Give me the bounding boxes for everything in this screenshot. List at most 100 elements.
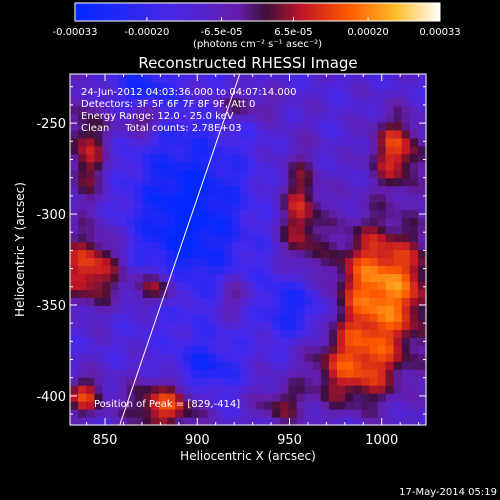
heatmap-cell <box>102 193 112 203</box>
heatmap-cell <box>320 121 330 131</box>
colorbar-frame <box>74 2 441 22</box>
heatmap-cell <box>86 193 95 203</box>
heatmap-cell <box>353 297 362 306</box>
heatmap-cell <box>296 257 306 267</box>
heatmap-cell <box>345 241 354 251</box>
heatmap-cell <box>369 169 379 179</box>
heatmap-cell <box>142 289 152 298</box>
heatmap-cell <box>296 273 306 283</box>
heatmap-cell <box>280 161 290 171</box>
heatmap-cell <box>70 289 79 298</box>
heatmap-cell <box>142 169 152 179</box>
heatmap-cell <box>167 193 176 203</box>
heatmap-cell <box>207 89 217 99</box>
heatmap-cell <box>264 361 273 370</box>
heatmap-cell <box>94 297 103 306</box>
heatmap-cell <box>199 385 209 394</box>
heatmap-cell <box>288 105 298 115</box>
heatmap-cell <box>280 89 290 99</box>
heatmap-cell <box>78 97 87 107</box>
heatmap-cell <box>183 193 192 203</box>
heatmap-cell <box>78 369 87 378</box>
x-tick-label: 900 <box>185 433 210 448</box>
heatmap-cell <box>191 265 201 275</box>
heatmap-cell <box>304 97 314 107</box>
heatmap-cell <box>231 177 241 187</box>
heatmap-cell <box>401 89 411 99</box>
heatmap-cell <box>377 305 387 314</box>
heatmap-cell <box>312 225 322 235</box>
heatmap-cell <box>223 113 233 123</box>
heatmap-cell <box>191 297 201 306</box>
heatmap-cell <box>118 361 128 370</box>
heatmap-cell <box>78 329 87 338</box>
heatmap-cell <box>393 81 403 91</box>
heatmap-cell <box>385 313 395 322</box>
heatmap-cell <box>320 305 330 314</box>
heatmap-cell <box>110 377 120 386</box>
heatmap-cell <box>304 297 314 306</box>
heatmap-cell <box>102 89 112 99</box>
heatmap-cell <box>304 345 314 354</box>
heatmap-cell <box>215 321 225 330</box>
heatmap-cell <box>126 241 136 251</box>
heatmap-cell <box>134 321 144 330</box>
heatmap-cell <box>183 289 192 298</box>
heatmap-cell <box>70 305 79 314</box>
solar-limb-line <box>119 73 241 426</box>
heatmap-cell <box>320 417 330 426</box>
heatmap-cell <box>361 193 370 203</box>
heatmap-cell <box>288 353 298 362</box>
heatmap-cell <box>417 369 427 378</box>
heatmap-cell <box>272 377 281 386</box>
heatmap-cell <box>110 113 120 123</box>
heatmap-cell <box>175 417 184 426</box>
heatmap-cell <box>150 369 160 378</box>
heatmap-cell <box>175 241 184 251</box>
heatmap-cell <box>312 273 322 283</box>
heatmap-cell <box>142 265 152 275</box>
heatmap-cell <box>223 337 233 346</box>
heatmap-cell <box>70 89 79 99</box>
heatmap-cell <box>417 281 427 290</box>
heatmap-cell <box>345 185 354 195</box>
heatmap-cell <box>102 313 112 322</box>
heatmap-cell <box>328 169 338 179</box>
heatmap-cell <box>134 385 144 394</box>
heatmap-cell <box>288 177 298 187</box>
heatmap-cell <box>401 329 411 338</box>
heatmap-cell <box>280 417 290 426</box>
heatmap-cell <box>239 361 249 370</box>
heatmap-cell <box>207 329 217 338</box>
heatmap-cell <box>361 353 370 362</box>
heatmap-cell <box>175 273 184 283</box>
heatmap-cell <box>337 337 346 346</box>
heatmap-cell <box>353 129 362 139</box>
heatmap-cell <box>353 257 362 267</box>
heatmap-cell <box>134 129 144 139</box>
heatmap-cell <box>207 377 217 386</box>
heatmap-cell <box>361 345 370 354</box>
heatmap-cell <box>272 385 281 394</box>
heatmap-cell <box>110 249 120 259</box>
heatmap-cell <box>288 74 298 83</box>
heatmap-cell <box>264 257 273 267</box>
axis-ticks <box>70 74 426 425</box>
heatmap-cell <box>296 89 306 99</box>
heatmap-cell <box>393 345 403 354</box>
heatmap-cell <box>78 401 87 410</box>
heatmap-cell <box>86 313 95 322</box>
heatmap-cell <box>385 281 395 290</box>
heatmap-cell <box>361 153 370 163</box>
heatmap-cell <box>369 74 379 83</box>
heatmap-cell <box>223 121 233 131</box>
heatmap-cell <box>280 281 290 290</box>
heatmap-cell <box>264 281 273 290</box>
heatmap-cell <box>385 185 395 195</box>
heatmap-cell <box>264 209 273 219</box>
heatmap-cell <box>150 353 160 362</box>
heatmap-cell <box>167 81 176 91</box>
heatmap-cell <box>134 233 144 243</box>
heatmap-cell <box>142 97 152 107</box>
heatmap-cell <box>231 321 241 330</box>
